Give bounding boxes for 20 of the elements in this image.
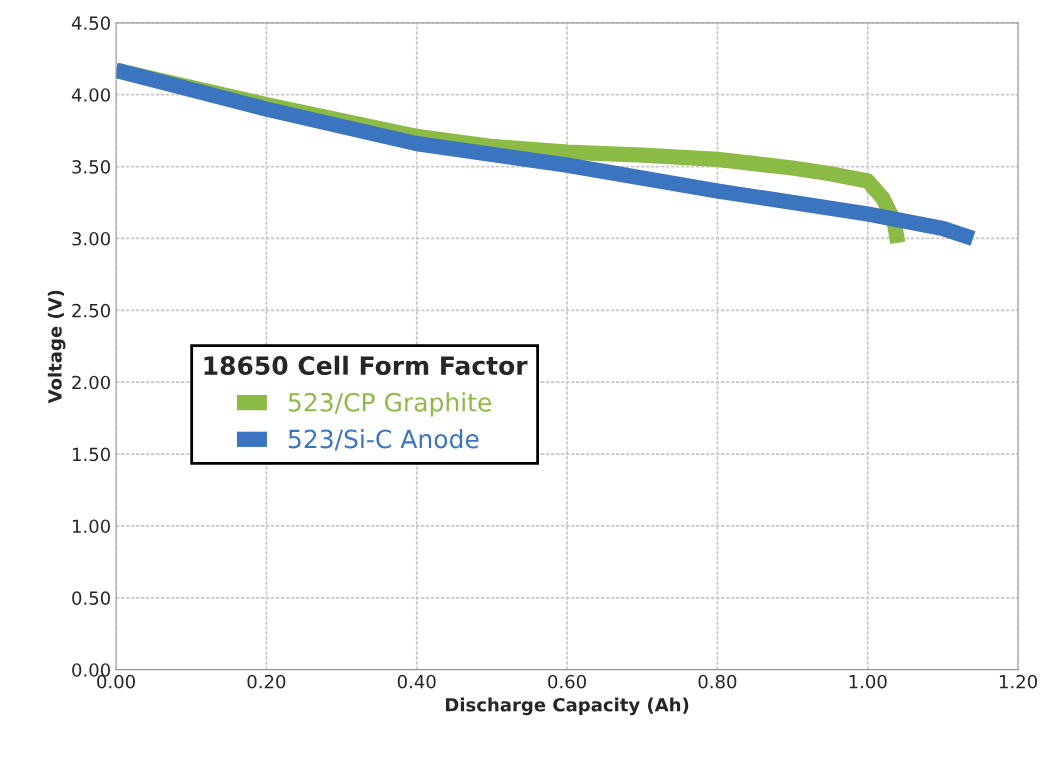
x-tick-label: 0.20 — [247, 674, 286, 689]
x-tick-label: 1.20 — [999, 674, 1037, 689]
y-tick-label: 2.00 — [72, 375, 110, 390]
legend-label: 523/CP Graphite — [288, 392, 492, 417]
x-tick-label: 0.60 — [548, 674, 586, 689]
legend-label: 523/Si-C Anode — [288, 429, 479, 451]
y-tick-label: 1.50 — [72, 447, 110, 462]
y-tick-label: 0.50 — [72, 591, 110, 605]
y-tick-label: 4.50 — [71, 16, 110, 30]
legend-title: 18650 Cell Form Factor — [204, 355, 528, 376]
y-tick-label: 2.50 — [72, 303, 110, 318]
y-tick-label: 4.00 — [71, 88, 110, 102]
y-tick-label: 3.00 — [72, 231, 110, 246]
y-axis-title: Voltage (V) — [47, 290, 66, 404]
x-tick-label: 1.00 — [849, 674, 887, 689]
x-tick-label: 0.40 — [397, 674, 436, 689]
y-tick-label: 1.00 — [72, 519, 110, 534]
y-tick-label: 3.50 — [72, 160, 110, 174]
x-axis-title: Discharge Capacity (Ah) — [445, 697, 689, 716]
x-tick-label: 0.80 — [698, 674, 737, 689]
